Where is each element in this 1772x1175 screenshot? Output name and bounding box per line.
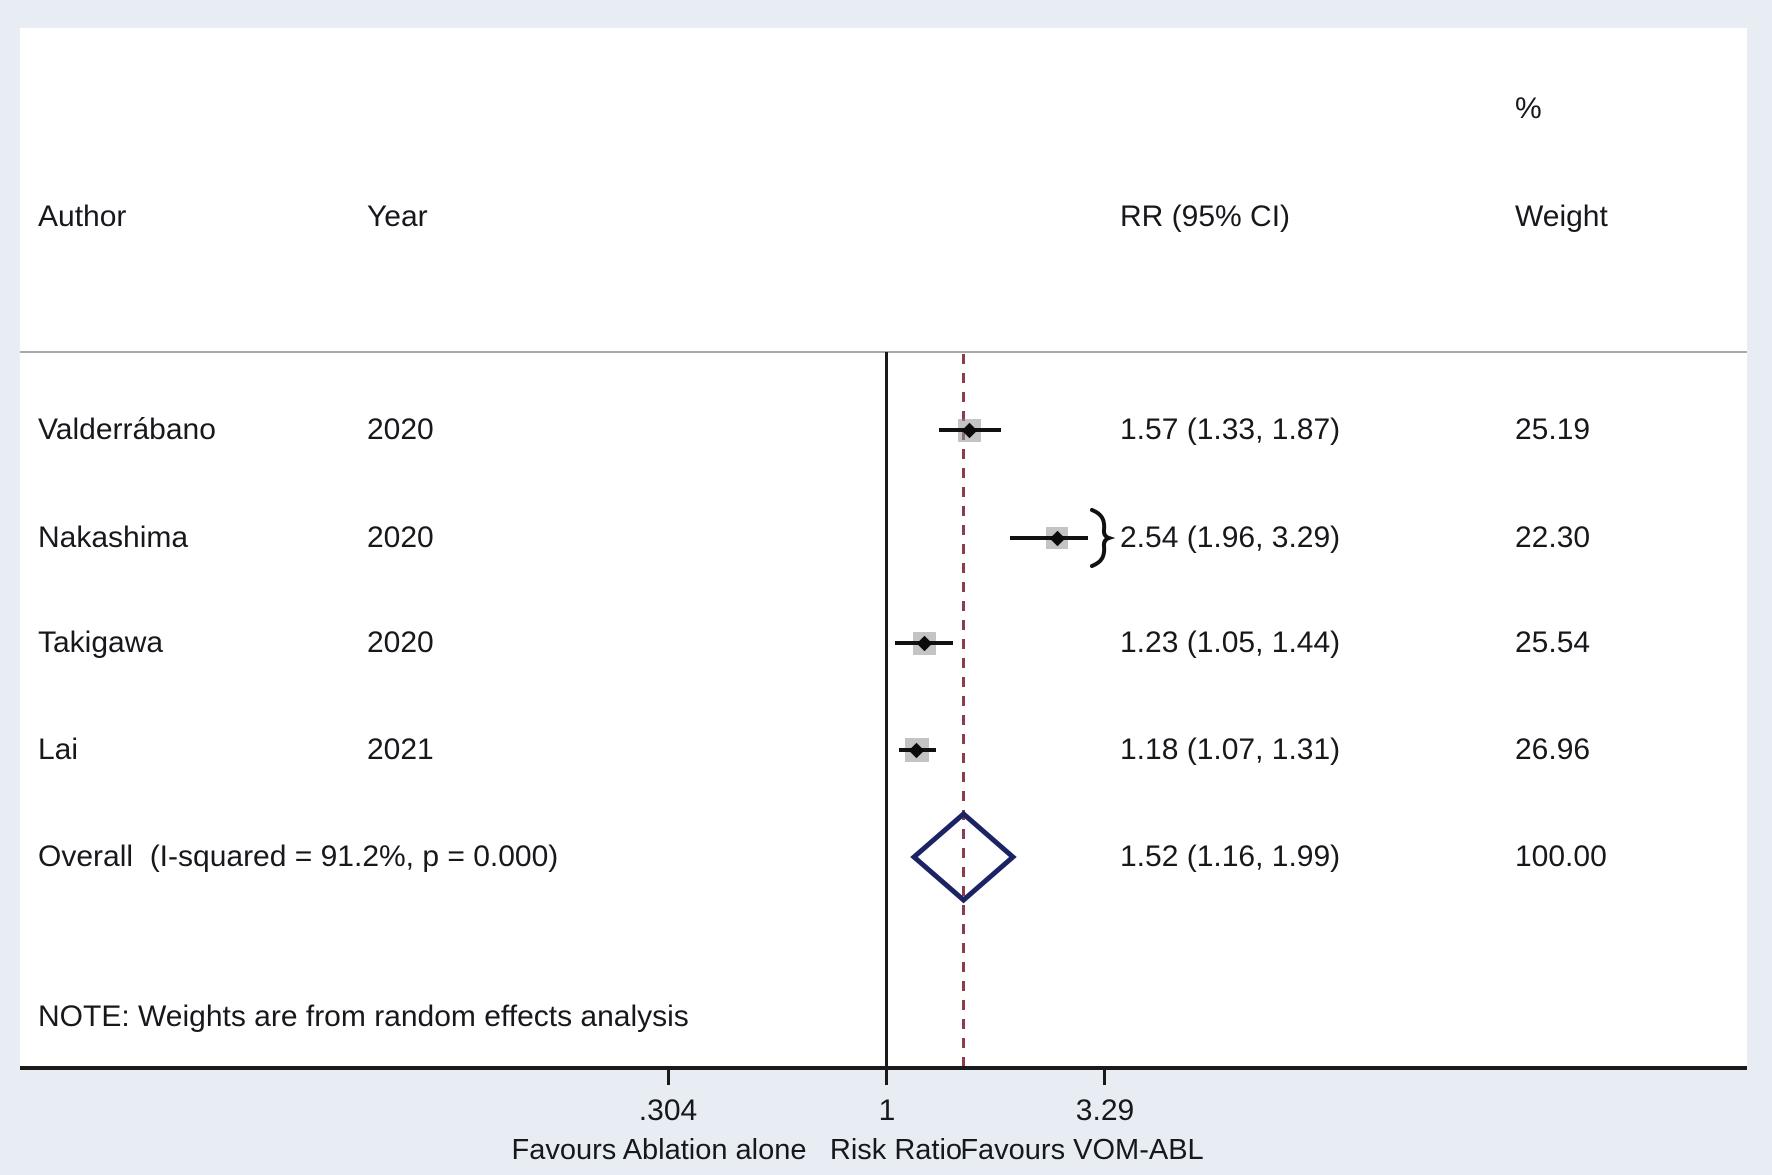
column-header-weight: Weight bbox=[1515, 200, 1608, 233]
study-year: 2020 bbox=[367, 413, 434, 446]
overall-rr-ci-value: 1.52 (1.16, 1.99) bbox=[1120, 840, 1341, 873]
study-author: Nakashima bbox=[38, 521, 189, 554]
header-separator-line bbox=[20, 351, 1747, 353]
axis-caption-favours-right: Favours VOM-ABL bbox=[960, 1134, 1204, 1166]
column-header-rr-ci: RR (95% CI) bbox=[1120, 200, 1291, 233]
study-rr-ci-value: 1.18 (1.07, 1.31) bbox=[1120, 733, 1341, 766]
column-header-percent: % bbox=[1515, 92, 1542, 125]
clipped-ci-bracket bbox=[1090, 508, 1116, 568]
study-weight-value: 22.30 bbox=[1515, 521, 1591, 554]
column-header-year: Year bbox=[367, 200, 428, 233]
study-year: 2020 bbox=[367, 626, 434, 659]
x-axis-tick-label: .304 bbox=[638, 1094, 698, 1127]
study-author: Lai bbox=[38, 733, 79, 766]
x-axis-tick bbox=[1103, 1070, 1106, 1085]
x-axis-tick-label: 3.29 bbox=[1075, 1094, 1135, 1127]
overall-diamond bbox=[910, 810, 1017, 904]
x-axis-tick bbox=[667, 1070, 670, 1085]
study-weight-value: 25.54 bbox=[1515, 626, 1591, 659]
study-rr-ci-value: 1.23 (1.05, 1.44) bbox=[1120, 626, 1341, 659]
axis-caption-risk-ratio: Risk Ratio bbox=[829, 1134, 963, 1166]
study-weight-value: 25.19 bbox=[1515, 413, 1591, 446]
x-axis-tick bbox=[885, 1070, 888, 1085]
study-rr-ci-value: 1.57 (1.33, 1.87) bbox=[1120, 413, 1341, 446]
plot-area bbox=[20, 28, 1747, 1068]
overall-estimate-dashed-line bbox=[961, 354, 965, 1066]
x-axis-tick-label: 1 bbox=[878, 1094, 896, 1127]
ci-line bbox=[1010, 536, 1088, 540]
x-axis-line bbox=[20, 1066, 1747, 1070]
axis-caption-favours-left: Favours Ablation alone bbox=[511, 1134, 807, 1166]
study-author: Valderrábano bbox=[38, 413, 216, 446]
overall-label: Overall (I-squared = 91.2%, p = 0.000) bbox=[38, 840, 559, 873]
study-year: 2021 bbox=[367, 733, 434, 766]
study-rr-ci-value: 2.54 (1.96, 3.29) bbox=[1120, 521, 1341, 554]
null-effect-line bbox=[885, 352, 888, 1066]
study-year: 2020 bbox=[367, 521, 434, 554]
note-text: NOTE: Weights are from random effects an… bbox=[38, 1000, 689, 1033]
study-author: Takigawa bbox=[38, 626, 164, 659]
study-weight-value: 26.96 bbox=[1515, 733, 1591, 766]
column-header-author: Author bbox=[38, 200, 127, 233]
overall-weight-value: 100.00 bbox=[1515, 840, 1607, 873]
